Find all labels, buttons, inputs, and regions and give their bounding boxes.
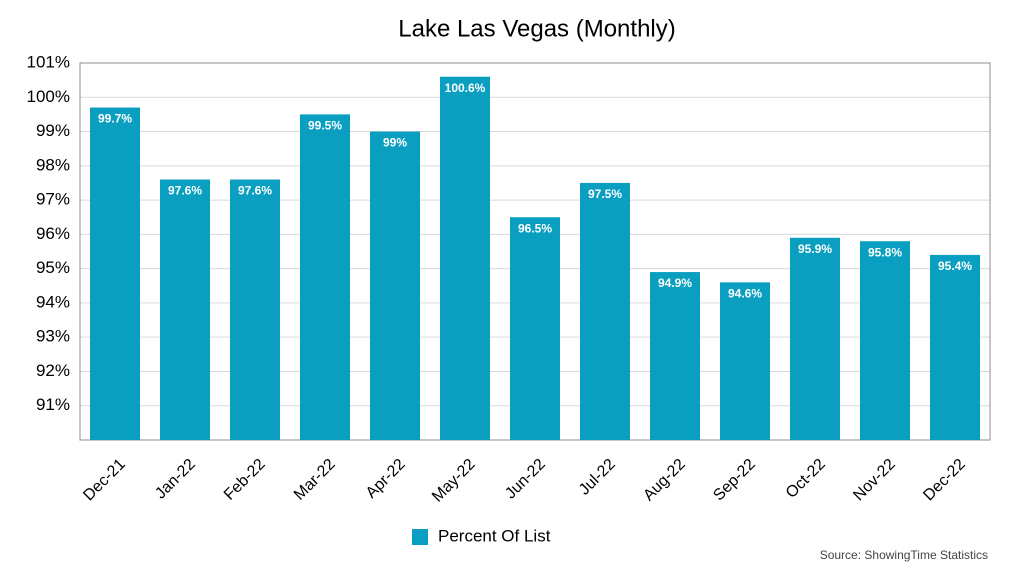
bar xyxy=(370,131,420,440)
bar xyxy=(300,114,350,440)
data-label: 95.4% xyxy=(938,259,972,273)
bar xyxy=(440,76,490,440)
data-label: 97.6% xyxy=(168,184,202,198)
data-label: 94.6% xyxy=(728,287,762,301)
bar xyxy=(790,237,840,440)
data-label: 97.6% xyxy=(238,184,272,198)
legend-swatch xyxy=(412,529,428,545)
y-tick-label: 91% xyxy=(36,395,70,414)
bar xyxy=(860,241,910,440)
bar xyxy=(160,179,210,440)
y-tick-label: 92% xyxy=(36,361,70,380)
source: Source: ShowingTime Statistics xyxy=(820,548,988,562)
data-label: 99.5% xyxy=(308,119,342,133)
data-label: 100.6% xyxy=(445,81,486,95)
data-label: 99% xyxy=(383,136,407,150)
y-tick-label: 101% xyxy=(27,52,70,71)
data-label: 95.8% xyxy=(868,245,902,259)
bar xyxy=(720,282,770,440)
data-label: 94.9% xyxy=(658,276,692,290)
data-label: 95.9% xyxy=(798,242,832,256)
y-tick-label: 95% xyxy=(36,258,70,277)
y-tick-label: 100% xyxy=(27,87,70,106)
bar xyxy=(510,217,560,440)
bar xyxy=(90,107,140,441)
bar xyxy=(930,254,980,440)
y-tick-label: 97% xyxy=(36,190,70,209)
bar xyxy=(580,182,630,441)
y-tick-label: 96% xyxy=(36,224,70,243)
data-label: 96.5% xyxy=(518,221,552,235)
y-tick-label: 98% xyxy=(36,155,70,174)
bar xyxy=(650,272,700,440)
y-tick-label: 99% xyxy=(36,121,70,140)
legend-label: Percent Of List xyxy=(438,526,551,545)
data-label: 99.7% xyxy=(98,112,132,126)
data-label: 97.5% xyxy=(588,187,622,201)
y-tick-label: 93% xyxy=(36,327,70,346)
y-tick-label: 94% xyxy=(36,292,70,311)
bar xyxy=(230,179,280,440)
chart-title: Lake Las Vegas (Monthly) xyxy=(398,15,676,42)
